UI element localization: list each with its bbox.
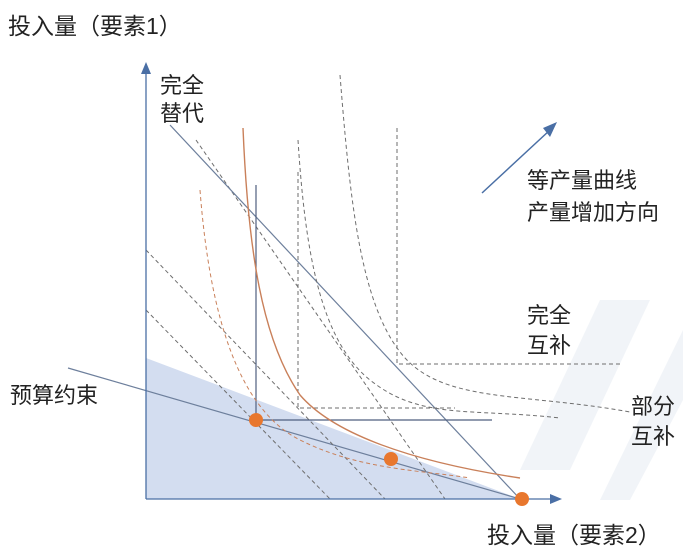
partial-complement-label-line2: 互补	[631, 424, 676, 449]
x-axis-label: 投入量（要素2）	[487, 522, 661, 548]
perfect-complement-label-line1: 完全	[527, 303, 572, 328]
y-axis-arrow	[141, 62, 151, 74]
budget-constraint-label: 预算约束	[10, 383, 99, 408]
optimum-point-complement	[249, 413, 263, 427]
y-axis-label: 投入量（要素1）	[8, 13, 182, 39]
partial-isoquant-dashed-2	[339, 74, 631, 413]
x-axis-arrow	[550, 494, 562, 504]
partial-complement-label-line1: 部分	[631, 394, 676, 419]
watermark-logo	[520, 300, 683, 500]
budget-region	[146, 358, 520, 499]
budget-constraint-line	[67, 367, 521, 500]
optimum-point-partial	[384, 452, 398, 466]
substitute-isoquant-dashed-3	[195, 139, 446, 500]
direction-arrow-line	[481, 129, 551, 194]
substitute-isoquant-dashed-1	[145, 309, 331, 500]
perfect-complement-label-line2: 互补	[527, 333, 572, 358]
isoquant-direction-label-line2: 产量增加方向	[527, 200, 660, 225]
isoquant-direction-label-line1: 等产量曲线	[527, 168, 638, 193]
substitute-isoquant-solid	[169, 124, 521, 500]
complement-isoquant-dashed-2	[396, 128, 620, 365]
partial-isoquant-solid	[242, 127, 521, 479]
perfect-substitute-label-line1: 完全	[160, 73, 205, 98]
partial-isoquant-dashed-1	[199, 189, 471, 479]
optimum-point-substitute	[515, 492, 529, 506]
substitute-isoquant-dashed-2	[145, 249, 386, 500]
partial-isoquant-dashed-3	[297, 139, 561, 419]
perfect-substitute-label-line2: 替代	[160, 101, 205, 126]
direction-arrow-head	[543, 122, 557, 137]
complement-isoquant-solid	[255, 185, 492, 421]
complement-isoquant-dashed-1	[297, 172, 455, 409]
